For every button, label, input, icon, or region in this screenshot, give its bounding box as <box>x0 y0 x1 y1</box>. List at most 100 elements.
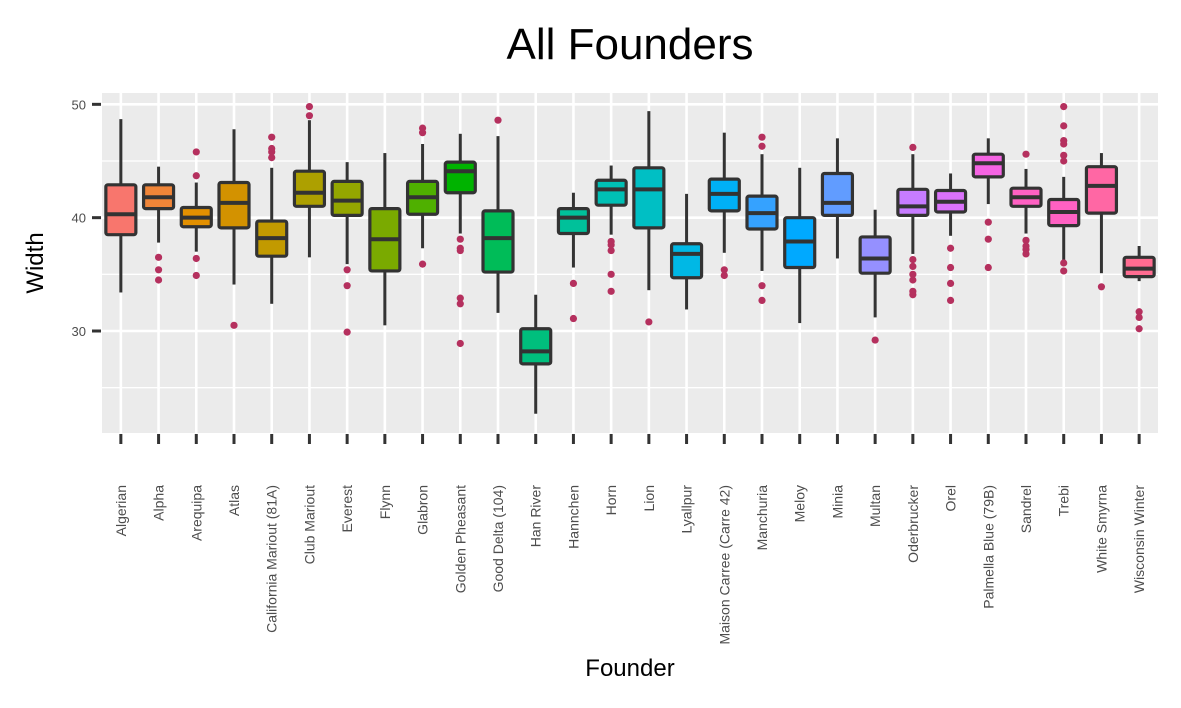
outlier-point <box>456 294 464 302</box>
chart-title: All Founders <box>506 20 753 69</box>
box-good-delta-104- <box>481 116 515 313</box>
outlier-point <box>1135 308 1143 316</box>
outlier-point <box>758 133 766 141</box>
box-body <box>632 166 666 230</box>
outlier-point <box>984 235 992 243</box>
x-tick-label: Wisconsin Winter <box>1131 485 1147 593</box>
box-white-smyrna <box>1084 153 1119 291</box>
box-body <box>820 171 855 217</box>
outlier-point <box>268 154 276 162</box>
outlier-point <box>1022 150 1030 158</box>
box-body <box>858 235 892 275</box>
outlier-point <box>343 328 351 336</box>
box-body <box>594 178 628 207</box>
box-california-mariout-81a- <box>255 133 289 304</box>
x-tick-label: Meloy <box>792 485 808 522</box>
outlier-point <box>192 172 200 180</box>
y-axis-title: Width <box>22 232 49 293</box>
y-tick-label: 50 <box>72 97 86 112</box>
outlier-point <box>418 260 427 268</box>
x-tick-label: Oderbrucker <box>905 485 921 563</box>
outlier-point <box>1060 259 1068 267</box>
box-maison-carree-carre-42- <box>707 132 741 280</box>
outlier-point <box>1060 103 1068 111</box>
box-flynn <box>368 153 402 326</box>
outlier-point <box>343 282 351 290</box>
outlier-point <box>720 266 728 274</box>
outlier-point <box>607 270 615 278</box>
x-tick-label: Maison Carree (Carre 42) <box>716 485 732 645</box>
box-body <box>330 179 364 217</box>
box-alpha <box>141 166 176 284</box>
x-axis-title: Founder <box>585 655 674 682</box>
x-tick-label: California Mariout (81A) <box>264 485 280 633</box>
outlier-point <box>268 133 276 141</box>
x-tick-label: Glabron <box>415 485 431 535</box>
y-tick-label: 40 <box>72 211 86 226</box>
outlier-point <box>1022 250 1030 258</box>
outlier-point <box>192 254 200 263</box>
outlier-point <box>154 266 163 274</box>
x-tick-label: Atlas <box>226 485 242 516</box>
outlier-point <box>946 244 955 252</box>
outlier-point <box>154 253 163 261</box>
outlier-point <box>909 270 917 278</box>
outlier-point <box>1135 313 1143 321</box>
outlier-point <box>1060 267 1068 275</box>
outlier-point <box>569 279 578 287</box>
x-tick-label: Minia <box>829 485 845 519</box>
box-trebi <box>1047 103 1081 275</box>
x-tick-label: Club Mariout <box>301 485 317 564</box>
box-glabron <box>405 124 440 268</box>
outlier-point <box>909 256 917 264</box>
outlier-point <box>645 318 653 326</box>
outlier-point <box>758 282 766 290</box>
box-body <box>556 207 591 236</box>
box-arequipa <box>179 148 213 280</box>
box-horn <box>594 165 628 295</box>
outlier-point <box>1097 283 1106 291</box>
outlier-point <box>268 148 276 156</box>
x-tick-label: Lion <box>641 485 657 511</box>
x-tick-label: Arequipa <box>188 485 204 541</box>
box-wisconsin-winter <box>1122 246 1156 333</box>
x-tick-label: Alpha <box>151 485 167 521</box>
outlier-point <box>946 296 955 304</box>
x-tick-label: Sandrel <box>1018 485 1034 533</box>
outlier-point <box>909 143 917 151</box>
outlier-point <box>984 218 992 226</box>
outlier-point <box>758 296 766 304</box>
x-tick-label: Palmella Blue (79B) <box>980 485 996 609</box>
box-body <box>669 242 704 280</box>
box-body <box>217 180 251 230</box>
outlier-point <box>871 336 879 344</box>
outlier-point <box>343 266 351 274</box>
x-tick-label: Algerian <box>113 485 129 536</box>
outlier-point <box>946 279 955 287</box>
x-tick-label: Manchuria <box>754 485 770 551</box>
box-sandrel <box>1009 150 1043 258</box>
x-tick-label: Horn <box>603 485 619 515</box>
outlier-point <box>946 263 955 272</box>
box-body <box>292 169 327 208</box>
box-lion <box>632 111 666 326</box>
outlier-point <box>230 321 238 329</box>
outlier-point <box>1060 157 1068 165</box>
box-manchuria <box>745 133 779 304</box>
x-tick-label: Everest <box>339 485 355 533</box>
box-atlas <box>217 129 251 329</box>
outlier-point <box>154 276 163 284</box>
outlier-point <box>456 235 464 243</box>
outlier-point <box>192 148 200 156</box>
outlier-point <box>305 112 314 120</box>
box-meloy <box>783 167 817 324</box>
outlier-point <box>607 246 615 255</box>
box-club-mariout <box>292 103 327 258</box>
box-body <box>481 209 515 274</box>
outlier-point <box>909 291 917 299</box>
box-body <box>104 183 138 237</box>
outlier-point <box>1022 236 1030 244</box>
outlier-point <box>909 276 917 284</box>
outlier-point <box>1060 122 1068 130</box>
